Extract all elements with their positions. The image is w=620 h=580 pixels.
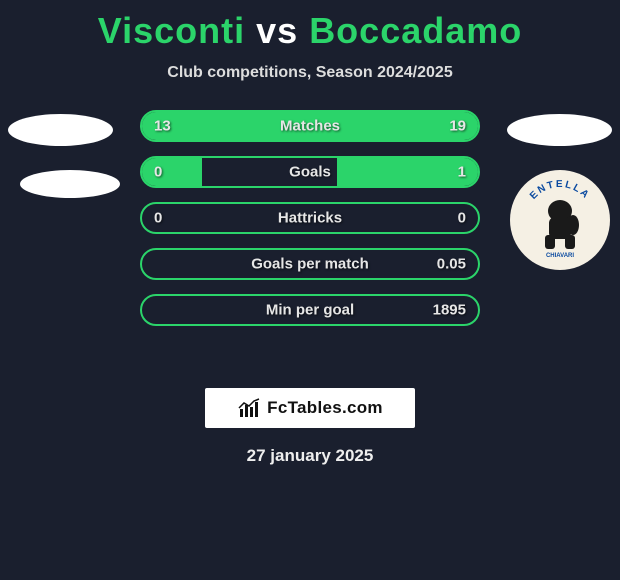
title-vs: vs: [256, 10, 298, 51]
comparison-stage: ENTELLA CHIAVARI 13 Matches 19 0 Goals 1 0 Hatt…: [0, 110, 620, 370]
bar-label: Matches: [280, 118, 340, 135]
comparison-bar: Goals per match 0.05: [140, 248, 480, 280]
avatar-placeholder-left-2: [20, 170, 120, 198]
comparison-bar: Min per goal 1895: [140, 294, 480, 326]
title-player2: Boccadamo: [309, 10, 522, 51]
brand-badge: FcTables.com: [205, 388, 415, 428]
bar-value-right: 0: [458, 210, 466, 227]
bar-value-right: 19: [449, 118, 466, 135]
bar-value-right: 0.05: [437, 256, 466, 273]
date-text: 27 january 2025: [0, 446, 620, 466]
avatar-placeholder-left-1: [8, 114, 113, 146]
brand-text: FcTables.com: [267, 398, 383, 418]
bar-value-left: 0: [154, 164, 162, 181]
title-player1: Visconti: [98, 10, 245, 51]
bar-value-left: 13: [154, 118, 171, 135]
comparison-bar: 0 Hattricks 0: [140, 202, 480, 234]
bar-label: Goals per match: [251, 256, 369, 273]
bar-value-right: 1895: [433, 302, 466, 319]
subtitle: Club competitions, Season 2024/2025: [0, 64, 620, 82]
bar-value-left: 0: [154, 210, 162, 227]
svg-text:ENTELLA: ENTELLA: [528, 179, 592, 202]
brand-chart-icon: [237, 397, 261, 419]
bar-label: Goals: [289, 164, 331, 181]
bar-label: Hattricks: [278, 210, 342, 227]
comparison-bars: 13 Matches 19 0 Goals 1 0 Hattricks 0 Goals per m…: [140, 110, 480, 326]
club-badge-icon: ENTELLA CHIAVARI: [515, 175, 605, 265]
avatar-placeholder-right-1: [507, 114, 612, 146]
comparison-bar: 13 Matches 19: [140, 110, 480, 142]
bar-fill-left: [142, 158, 202, 186]
bar-label: Min per goal: [266, 302, 354, 319]
club-badge-right: ENTELLA CHIAVARI: [510, 170, 610, 270]
bar-value-right: 1: [458, 164, 466, 181]
svg-text:CHIAVARI: CHIAVARI: [546, 253, 574, 259]
comparison-bar: 0 Goals 1: [140, 156, 480, 188]
